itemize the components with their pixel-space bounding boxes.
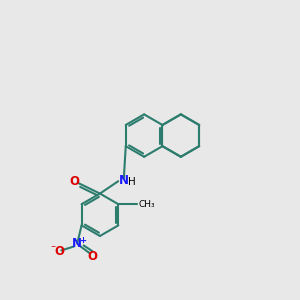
Text: O: O — [54, 245, 64, 258]
Text: H: H — [128, 177, 135, 187]
Text: ⁻: ⁻ — [50, 244, 55, 254]
Text: +: + — [79, 236, 86, 244]
Text: N: N — [119, 173, 129, 187]
Text: O: O — [88, 250, 98, 263]
Text: N: N — [72, 237, 82, 250]
Text: O: O — [70, 175, 80, 188]
Text: CH₃: CH₃ — [138, 200, 155, 209]
